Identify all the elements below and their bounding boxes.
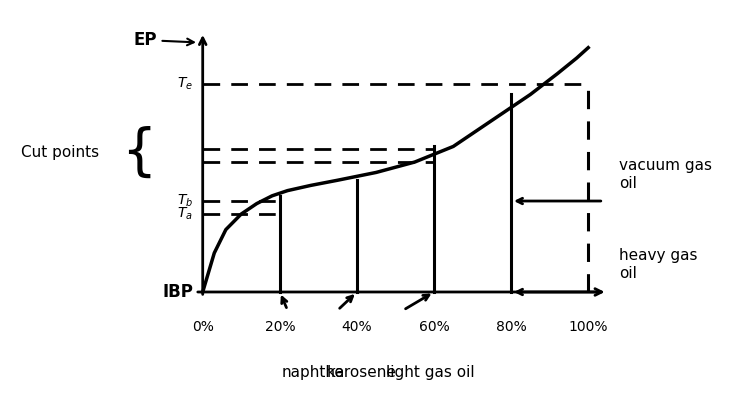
Text: vacuum gas
oil: vacuum gas oil (619, 158, 712, 190)
Text: heavy gas
oil: heavy gas oil (619, 249, 698, 281)
Text: naphtha: naphtha (281, 365, 344, 380)
Text: $T_a$: $T_a$ (177, 206, 193, 222)
Text: kerosene: kerosene (326, 365, 396, 380)
Text: $T_e$: $T_e$ (177, 76, 193, 92)
Text: Cut points: Cut points (21, 145, 99, 160)
Text: $T_b$: $T_b$ (177, 193, 193, 209)
Text: IBP: IBP (162, 283, 193, 301)
Text: {: { (121, 126, 157, 179)
Text: EP: EP (134, 31, 194, 49)
Text: light gas oil: light gas oil (386, 365, 475, 380)
